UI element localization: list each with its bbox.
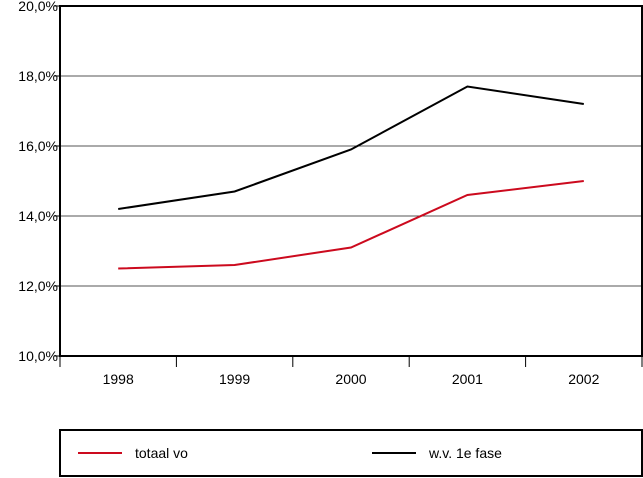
x-tick-label: 1999	[219, 371, 250, 387]
x-tick-label: 2000	[335, 371, 366, 387]
legend-label: totaal vo	[135, 445, 188, 461]
plot-frame	[59, 5, 643, 357]
y-tick-label: 14,0%	[18, 208, 58, 224]
y-tick-label: 20,0%	[18, 0, 58, 14]
legend-label: w.v. 1e fase	[428, 445, 502, 461]
legend-box	[59, 429, 643, 477]
series-line-0	[118, 180, 584, 270]
x-tick-label: 2002	[568, 371, 599, 387]
y-tick-label: 18,0%	[18, 68, 58, 84]
x-tick-label: 1998	[103, 371, 134, 387]
y-tick-label: 12,0%	[18, 278, 58, 294]
series-line-1	[118, 85, 584, 210]
y-tick-label: 16,0%	[18, 138, 58, 154]
x-tick-label: 2001	[452, 371, 483, 387]
y-tick-label: 10,0%	[18, 348, 58, 364]
